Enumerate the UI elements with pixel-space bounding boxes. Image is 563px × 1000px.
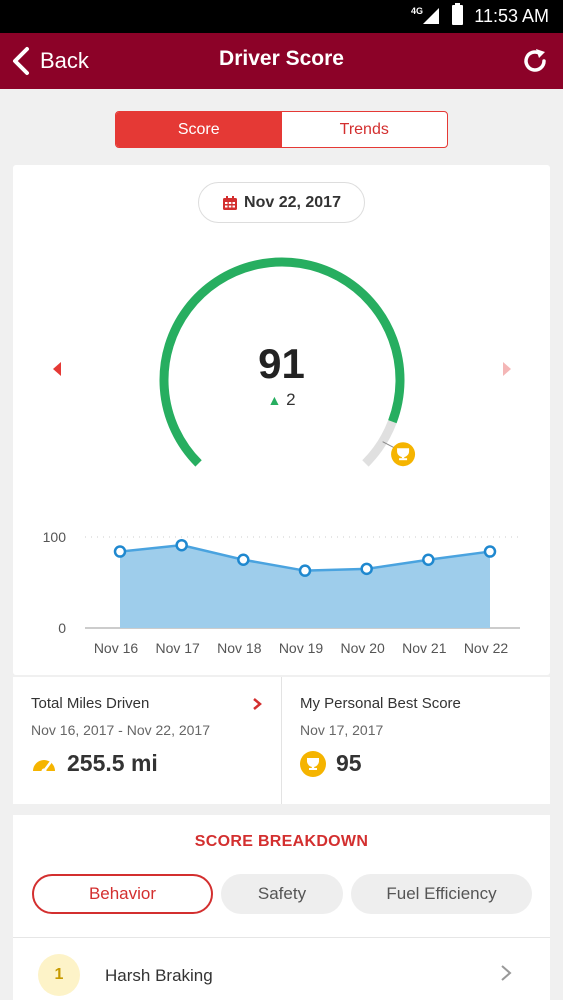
data-point [113,545,127,558]
best-label: My Personal Best Score [300,695,461,712]
divider [13,937,550,938]
score-gauge [159,257,416,467]
arrow-up-icon: ▲ [267,392,282,408]
x-tick-label: Nov 22 [464,640,509,656]
chevron-left-icon [13,47,29,75]
data-point [298,564,312,577]
data-point [237,553,250,566]
x-tick-label: Nov 17 [155,640,200,656]
data-point [360,562,373,576]
status-time: 11:53 AM [474,6,549,26]
x-tick-label: Nov 19 [279,640,324,656]
x-tick-label: Nov 20 [340,640,385,656]
best-value: 95 [336,750,362,776]
score-change-value: 2 [286,390,296,409]
gauge-progress [159,257,405,467]
best-date: Nov 17, 2017 [300,722,384,738]
date-label: Nov 22, 2017 [244,193,341,211]
miles-value-row: 255.5 mi [31,750,263,777]
score-breakdown-card: SCORE BREAKDOWN Behavior Safety Fuel Eff… [13,815,550,1000]
data-point [422,553,435,566]
current-score: 91 [258,340,305,387]
tab-behavior[interactable]: Behavior [32,874,213,914]
y-tick-label: 0 [58,620,66,636]
score-card: Nov 22, 2017 91 ▲ 2 Nov 16 Nov 17 Nov 18 No… [13,165,550,675]
tab-safety[interactable]: Safety [221,874,343,914]
item-label: Harsh Braking [105,966,213,985]
data-point [483,545,497,558]
date-picker[interactable]: Nov 22, 2017 [198,182,365,223]
x-tick-label: Nov 16 [94,640,139,656]
status-bar: 4G 11:53 AM [0,0,563,33]
breakdown-title: SCORE BREAKDOWN [194,833,369,850]
trophy-icon [391,442,416,467]
calendar-icon [223,195,238,210]
miles-range: Nov 16, 2017 - Nov 22, 2017 [31,722,211,738]
battery-icon [452,3,463,25]
best-score-marker [382,441,396,449]
tab-fuel-efficiency[interactable]: Fuel Efficiency [351,874,532,914]
page-title: Driver Score [219,47,344,70]
prev-day-arrow[interactable] [53,362,61,376]
trophy-icon [300,750,326,777]
x-tick-label: Nov 18 [217,640,262,656]
x-tick-label: Nov 21 [402,640,447,656]
best-value-row: 95 [300,750,532,777]
data-point [175,538,188,552]
back-button[interactable]: Back [10,45,89,77]
back-label: Back [40,48,89,73]
stats-card: Total Miles Driven Nov 16, 2017 - Nov 22… [13,677,550,804]
network-type: 4G [410,6,423,16]
chevron-right-icon [501,965,512,981]
best-panel: My Personal Best Score Nov 17, 2017 95 [282,677,550,804]
y-tick-label: 100 [43,529,67,545]
list-item[interactable]: 1 Harsh Braking [13,938,550,1000]
chevron-right-icon [253,698,262,710]
signal-icon [423,8,439,24]
gauge-track [362,420,397,467]
speedometer-icon [33,759,55,773]
area-fill [120,545,490,628]
miles-panel[interactable]: Total Miles Driven Nov 16, 2017 - Nov 22… [13,677,282,804]
score-history-chart: Nov 16 Nov 17 Nov 18 Nov 19 Nov 20 Nov 21 Nov … [43,529,520,656]
tab-score[interactable]: Score [116,112,282,147]
score-change: ▲ 2 [13,390,550,410]
app-bar: Back Driver Score [0,33,563,89]
next-day-arrow[interactable] [503,362,511,376]
miles-value: 255.5 mi [67,750,158,776]
view-switcher: Score Trends [115,111,448,148]
refresh-icon[interactable] [521,47,549,75]
rank-badge: 1 [38,954,80,996]
tab-trends[interactable]: Trends [339,120,389,138]
miles-label: Total Miles Driven [31,695,150,712]
